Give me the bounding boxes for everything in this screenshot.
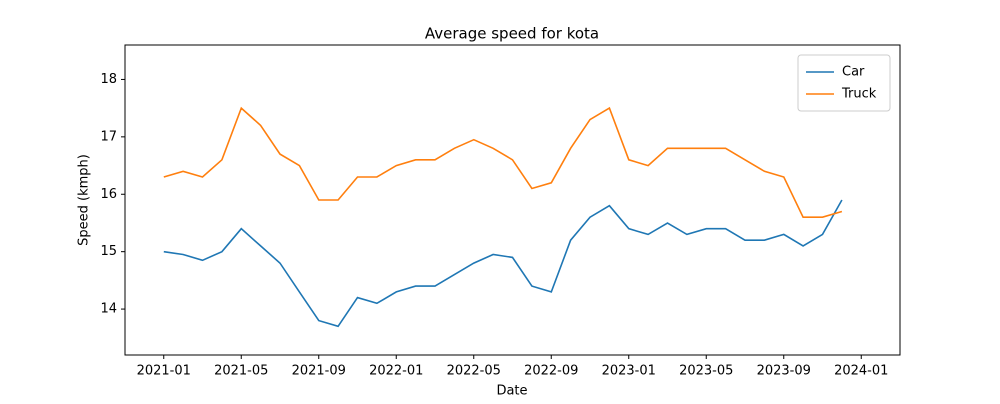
x-tick-label: 2023-09 — [757, 364, 811, 379]
x-axis-label: Date — [496, 384, 527, 399]
y-tick-label: 16 — [100, 187, 117, 202]
line-series — [163, 199, 843, 328]
legend-label: Truck — [841, 87, 877, 102]
x-tick-label: 2022-09 — [524, 364, 578, 379]
y-tick-label: 17 — [100, 129, 117, 144]
line-series — [163, 106, 843, 218]
x-tick-label: 2022-05 — [447, 364, 501, 379]
x-tick-label: 2023-01 — [602, 364, 656, 379]
y-tick-label: 18 — [100, 72, 117, 87]
x-tick-label: 2022-01 — [369, 364, 423, 379]
plot-frame — [124, 44, 901, 356]
x-tick-label: 2021-01 — [137, 364, 191, 379]
y-tick-label: 14 — [100, 302, 117, 317]
x-tick-label: 2023-05 — [679, 364, 733, 379]
x-tick-label: 2021-05 — [214, 364, 268, 379]
legend-box — [797, 54, 891, 112]
legend-label: Car — [842, 65, 865, 80]
x-tick-label: 2024-01 — [834, 364, 888, 379]
y-axis-label: Speed (kmph) — [77, 154, 92, 246]
chart-title: Average speed for kota — [425, 25, 599, 43]
x-tick-label: 2021-09 — [292, 364, 346, 379]
y-tick-label: 15 — [100, 244, 117, 259]
